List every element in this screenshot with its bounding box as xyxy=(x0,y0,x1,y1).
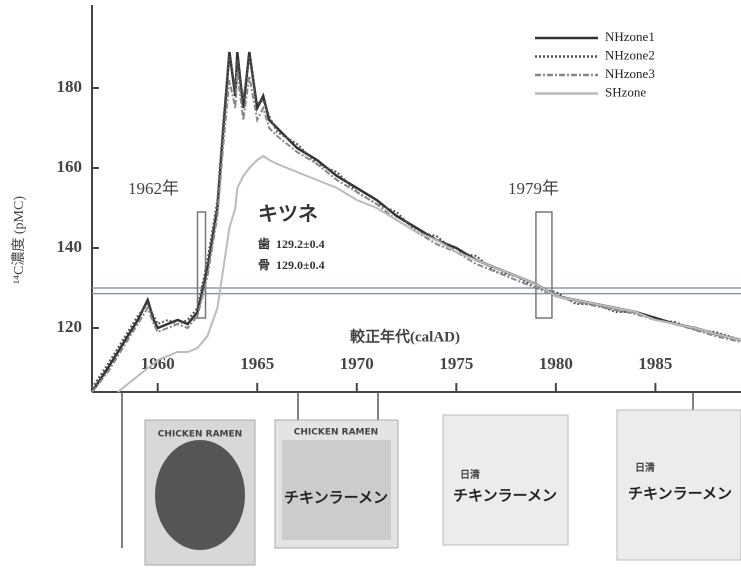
y-tick-label: 160 xyxy=(57,157,83,176)
x-tick-label: 1975 xyxy=(439,354,473,373)
package-brand: CHICKEN RAMEN xyxy=(158,430,242,440)
package: CHICKEN RAMEN xyxy=(144,419,256,566)
x-tick-label: 1985 xyxy=(638,354,672,373)
package-name: チキンラーメン xyxy=(284,489,388,507)
y-tick-label: 120 xyxy=(57,317,83,336)
x-axis-label: 較正年代(calAD) xyxy=(350,327,460,345)
x-tick-label: 1965 xyxy=(240,354,274,373)
legend-label: NHzone1 xyxy=(605,29,655,44)
legend-label: NHzone2 xyxy=(605,47,655,62)
highlight-box xyxy=(196,211,207,319)
annotation: キツネ xyxy=(258,203,318,226)
annotation: 1979年 xyxy=(508,179,559,198)
connectors xyxy=(121,392,694,548)
package-brand: 日清 xyxy=(460,468,480,481)
package: 日清 チキンラーメン xyxy=(442,414,569,546)
legend-label: NHzone3 xyxy=(605,66,655,81)
highlight-box xyxy=(535,211,553,319)
legend-label: SHzone xyxy=(605,84,646,99)
package: 日清 チキンラーメン xyxy=(616,409,741,561)
x-tick-label: 1980 xyxy=(539,354,573,373)
package-name: チキンラーメン xyxy=(453,487,557,505)
x-tick-label: 1970 xyxy=(340,354,374,373)
y-tick-label: 140 xyxy=(57,237,83,256)
package-brand: CHICKEN RAMEN xyxy=(294,428,378,438)
annotation: 1962年 xyxy=(128,179,179,198)
annotation: 129.2±0.4 xyxy=(276,237,325,251)
package-name: チキンラーメン xyxy=(628,485,732,503)
annotation: 歯 xyxy=(258,236,270,251)
series-line xyxy=(117,154,741,393)
package-images: CHICKEN RAMEN CHICKEN RAMEN チキンラーメン 日清 チ… xyxy=(144,409,741,566)
y-axis-label: ¹⁴C濃度 (pMC) xyxy=(11,196,27,284)
annotation: 骨 xyxy=(258,258,270,272)
package: CHICKEN RAMEN チキンラーメン xyxy=(274,419,399,549)
annotation: 129.0±0.4 xyxy=(276,258,325,272)
package-brand: 日清 xyxy=(635,461,655,474)
y-tick-label: 180 xyxy=(57,77,83,96)
series-line xyxy=(91,71,741,393)
